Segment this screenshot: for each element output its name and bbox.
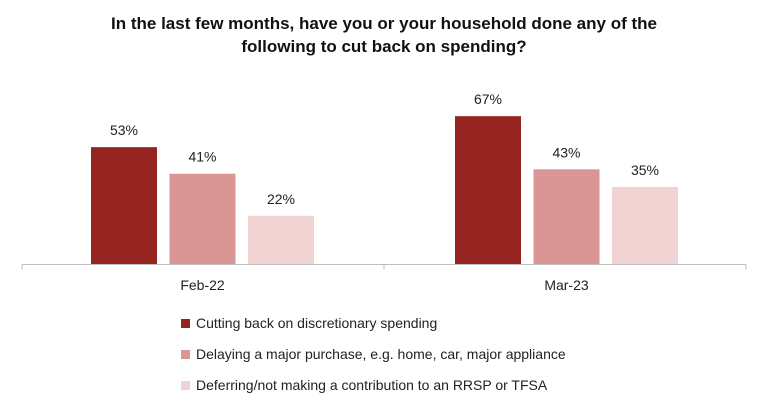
bar-rrsp-tfsa-feb-22 <box>248 215 314 265</box>
data-label-discretionary-mar-23: 67% <box>474 91 502 107</box>
bar-major-purchase-mar-23 <box>533 169 600 265</box>
data-label-discretionary-feb-22: 53% <box>110 122 138 138</box>
x-tick-label-feb-22: Feb-22 <box>180 277 225 293</box>
data-label-rrsp-tfsa-feb-22: 22% <box>267 191 295 207</box>
bar-major-purchase-feb-22 <box>169 173 236 265</box>
legend-item-rrsp-tfsa: Deferring/not making a contribution to a… <box>181 375 566 395</box>
legend-label-discretionary: Cutting back on discretionary spending <box>196 315 438 331</box>
legend-item-major-purchase: Delaying a major purchase, e.g. home, ca… <box>181 344 566 364</box>
data-label-major-purchase-feb-22: 41% <box>188 149 216 165</box>
legend-swatch-major-purchase <box>181 349 190 359</box>
x-axis: Feb-22 Mar-23 <box>21 264 747 293</box>
bar-rrsp-tfsa-mar-23 <box>612 187 678 265</box>
bars-layer: 53% 41% 22% 67% 43% 35% <box>91 91 678 265</box>
chart-title-line-1: In the last few months, have you or your… <box>111 14 657 33</box>
legend-item-discretionary: Cutting back on discretionary spending <box>181 313 566 333</box>
bar-discretionary-feb-22 <box>91 147 157 265</box>
legend-label-major-purchase: Delaying a major purchase, e.g. home, ca… <box>196 346 566 362</box>
data-label-rrsp-tfsa-mar-23: 35% <box>631 162 659 178</box>
data-label-major-purchase-mar-23: 43% <box>552 144 580 160</box>
chart-title-line-2: following to cut back on spending? <box>241 37 527 56</box>
legend-swatch-rrsp-tfsa <box>181 380 190 390</box>
bar-discretionary-mar-23 <box>455 116 521 265</box>
legend-swatch-discretionary <box>181 318 190 328</box>
legend-label-rrsp-tfsa: Deferring/not making a contribution to a… <box>196 377 548 393</box>
chart-title: In the last few months, have you or your… <box>0 12 768 58</box>
bar-chart: 53% 41% 22% 67% 43% 35% Feb-22 Mar-23 <box>21 91 747 293</box>
legend: Cutting back on discretionary spending D… <box>181 313 566 406</box>
x-tick-label-mar-23: Mar-23 <box>544 277 589 293</box>
